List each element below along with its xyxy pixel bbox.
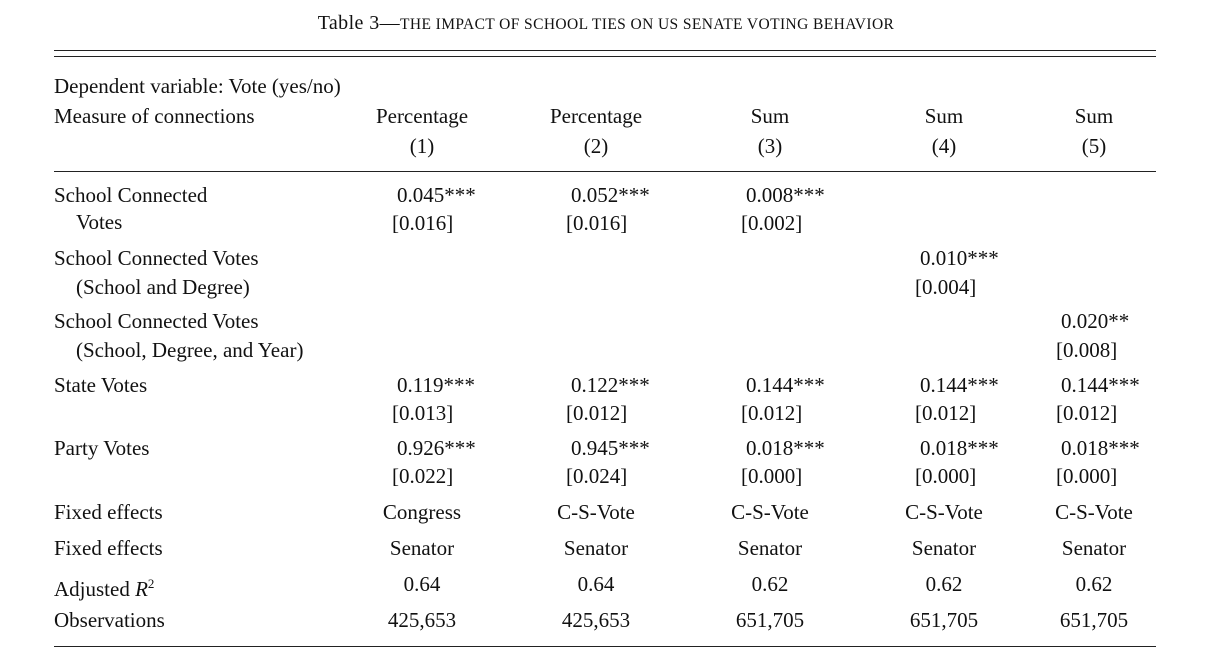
state-votes-coef-3: 0.144***: [746, 373, 825, 397]
row-party-votes-label: Party Votes: [54, 436, 150, 460]
observations-col4: 651,705: [909, 608, 979, 632]
row-school-degree-year-label-1: School Connected Votes: [54, 309, 259, 333]
table-title: Table 3—The Impact of School Ties on US …: [0, 12, 1212, 35]
header-rule: [54, 171, 1156, 172]
col4-measure: Sum: [924, 104, 964, 128]
col2-measure: Percentage: [549, 104, 643, 128]
fixed-effects-2-col1: Senator: [389, 536, 455, 560]
party-votes-coef-3: 0.018***: [746, 436, 825, 460]
party-votes-coef-2: 0.945***: [571, 436, 650, 460]
adjusted-r2-col3: 0.62: [751, 572, 789, 596]
row-adjusted-r2-label: Adjusted R2: [54, 570, 154, 603]
row-state-votes-label: State Votes: [54, 373, 148, 397]
state-votes-se-4: [0.012]: [915, 401, 977, 425]
fixed-effects-2-col5: Senator: [1061, 536, 1127, 560]
state-votes-coef-5: 0.144***: [1061, 373, 1140, 397]
row-fixed-effects-2-label: Fixed effects: [54, 536, 163, 560]
school-degree-coef-4: 0.010***: [920, 246, 999, 270]
col5-measure: Sum: [1074, 104, 1114, 128]
adjusted-r2-text: Adjusted: [54, 577, 136, 601]
school-connected-coef-2: 0.052***: [571, 183, 650, 207]
school-degree-year-se-5: [0.008]: [1056, 338, 1118, 362]
col1-number: (1): [409, 134, 435, 158]
adjusted-r2-col1: 0.64: [403, 572, 441, 596]
adjusted-r2-col5: 0.62: [1075, 572, 1113, 596]
school-degree-year-coef-5: 0.020**: [1061, 309, 1130, 333]
state-votes-se-1: [0.013]: [392, 401, 454, 425]
fixed-effects-1-col2: C-S-Vote: [557, 500, 635, 524]
school-connected-coef-3: 0.008***: [746, 183, 825, 207]
fixed-effects-2-col4: Senator: [911, 536, 977, 560]
observations-col3: 651,705: [735, 608, 805, 632]
col4-number: (4): [931, 134, 957, 158]
state-votes-se-2: [0.012]: [566, 401, 628, 425]
col3-measure: Sum: [750, 104, 790, 128]
table-title-prefix: Table 3—: [317, 12, 401, 34]
school-connected-se-3: [0.002]: [741, 211, 803, 235]
observations-col1: 425,653: [387, 608, 457, 632]
col3-number: (3): [757, 134, 783, 158]
adjusted-r2-col4: 0.62: [925, 572, 963, 596]
party-votes-se-5: [0.000]: [1056, 464, 1118, 488]
row-school-connected-label-1: School Connected: [54, 183, 208, 207]
col1-measure: Percentage: [375, 104, 469, 128]
row-school-degree-label-2: (School and Degree): [76, 275, 250, 299]
col5-number: (5): [1081, 134, 1107, 158]
adjusted-r2-col2: 0.64: [577, 572, 615, 596]
school-connected-se-1: [0.016]: [392, 211, 454, 235]
party-votes-se-3: [0.000]: [741, 464, 803, 488]
school-connected-coef-1: 0.045***: [397, 183, 476, 207]
row-school-degree-year-label-2: (School, Degree, and Year): [76, 338, 304, 362]
fixed-effects-1-col1: Congress: [382, 500, 462, 524]
row-observations-label: Observations: [54, 608, 165, 632]
school-degree-se-4: [0.004]: [915, 275, 977, 299]
col2-number: (2): [583, 134, 609, 158]
fixed-effects-1-col5: C-S-Vote: [1055, 500, 1133, 524]
party-votes-se-4: [0.000]: [915, 464, 977, 488]
fixed-effects-2-col2: Senator: [563, 536, 629, 560]
adjusted-r2-superscript: 2: [147, 576, 155, 591]
adjusted-r2-symbol: R: [135, 577, 148, 601]
bottom-rule: [54, 646, 1156, 647]
state-votes-se-5: [0.012]: [1056, 401, 1118, 425]
state-votes-se-3: [0.012]: [741, 401, 803, 425]
party-votes-coef-5: 0.018***: [1061, 436, 1140, 460]
measure-of-connections-label: Measure of connections: [54, 104, 255, 128]
top-rule-1: [54, 50, 1156, 51]
fixed-effects-2-col3: Senator: [737, 536, 803, 560]
party-votes-coef-4: 0.018***: [920, 436, 999, 460]
state-votes-coef-2: 0.122***: [571, 373, 650, 397]
party-votes-se-2: [0.024]: [566, 464, 628, 488]
fixed-effects-1-col3: C-S-Vote: [731, 500, 809, 524]
school-connected-se-2: [0.016]: [566, 211, 628, 235]
observations-col5: 651,705: [1059, 608, 1129, 632]
row-school-degree-label-1: School Connected Votes: [54, 246, 259, 270]
state-votes-coef-4: 0.144***: [920, 373, 999, 397]
top-rule-2: [54, 56, 1156, 57]
state-votes-coef-1: 0.119***: [397, 373, 475, 397]
row-school-connected-label-2: Votes: [76, 210, 123, 234]
dependent-variable-label: Dependent variable: Vote (yes/no): [54, 74, 341, 98]
fixed-effects-1-col4: C-S-Vote: [905, 500, 983, 524]
row-fixed-effects-1-label: Fixed effects: [54, 500, 163, 524]
observations-col2: 425,653: [561, 608, 631, 632]
party-votes-se-1: [0.022]: [392, 464, 454, 488]
party-votes-coef-1: 0.926***: [397, 436, 476, 460]
table-title-main: The Impact of School Ties on US Senate V…: [400, 16, 895, 33]
